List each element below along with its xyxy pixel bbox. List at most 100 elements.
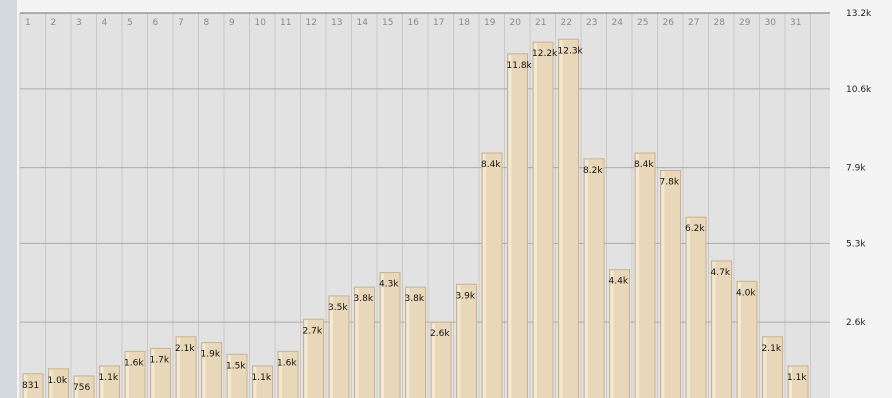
bar-day-26: [660, 170, 681, 398]
bar-highlight-day-15: [381, 273, 384, 398]
day-label-13: 13: [331, 18, 342, 28]
day-label-16: 16: [408, 18, 420, 28]
value-label-day-7: 2.1k: [175, 344, 195, 354]
day-label-14: 14: [357, 18, 369, 28]
bar-day-16: [405, 286, 426, 398]
value-label-day-17: 2.6k: [430, 329, 450, 339]
day-label-15: 15: [382, 18, 393, 28]
day-label-18: 18: [459, 18, 471, 28]
bar-highlight-day-31: [789, 366, 792, 398]
bar-day-21: [532, 41, 554, 398]
day-label-4: 4: [102, 18, 108, 28]
value-label-day-19: 8.4k: [481, 160, 501, 170]
day-label-2: 2: [51, 18, 57, 28]
bar-highlight-day-2: [49, 369, 53, 398]
bar-highlight-day-18: [457, 285, 461, 398]
bar-highlight-day-3: [75, 376, 78, 398]
bar-day-22: [558, 38, 579, 398]
value-label-day-12: 2.7k: [303, 326, 323, 336]
value-label-day-22: 12.3k: [558, 46, 584, 56]
day-label-25: 25: [637, 18, 648, 28]
bar-highlight-day-14: [355, 288, 359, 398]
value-label-day-1: 831: [22, 381, 39, 391]
bar-day-10: [252, 365, 273, 398]
bar-day-9: [226, 353, 248, 398]
day-label-26: 26: [663, 18, 675, 28]
day-label-17: 17: [433, 18, 444, 28]
bar-highlight-day-12: [304, 320, 308, 398]
bar-day-30: [762, 336, 783, 398]
bar-day-24: [609, 269, 630, 398]
day-label-5: 5: [127, 18, 133, 28]
value-label-day-5: 1.6k: [124, 358, 144, 368]
value-label-day-31: 1.1k: [787, 373, 807, 383]
value-label-day-2: 1.0k: [48, 376, 68, 386]
day-label-19: 19: [484, 18, 496, 28]
bar-day-27: [685, 216, 707, 398]
bar-day-23: [583, 158, 605, 398]
y-tick-label-7.9k: 7.9k: [846, 164, 866, 174]
value-label-day-4: 1.1k: [99, 373, 119, 383]
bar-day-13: [328, 295, 350, 398]
bar-highlight-day-11: [279, 352, 282, 398]
day-label-31: 31: [790, 18, 801, 28]
bar-day-2: [48, 368, 69, 398]
bar-day-29: [736, 280, 758, 398]
day-label-9: 9: [229, 18, 235, 28]
bar-highlight-day-10: [253, 366, 257, 398]
bar-day-18: [456, 283, 477, 398]
bar-highlight-day-13: [330, 296, 333, 398]
bar-highlight-day-5: [126, 352, 129, 398]
value-label-day-23: 8.2k: [583, 166, 603, 176]
bar-highlight-day-1: [24, 374, 27, 398]
value-label-day-9: 1.5k: [226, 361, 246, 371]
bar-highlight-day-7: [177, 337, 180, 398]
day-label-28: 28: [714, 18, 726, 28]
value-label-day-21: 12.2k: [532, 49, 558, 59]
day-label-12: 12: [306, 18, 317, 28]
value-label-day-14: 3.8k: [354, 294, 374, 304]
bar-highlight-day-9: [228, 355, 231, 398]
day-label-3: 3: [76, 18, 82, 28]
value-label-day-30: 2.1k: [762, 344, 782, 354]
day-label-7: 7: [178, 18, 184, 28]
value-label-day-6: 1.7k: [150, 355, 170, 365]
value-label-day-16: 3.8k: [405, 294, 425, 304]
value-label-day-20: 11.8k: [507, 61, 533, 71]
value-label-day-25: 8.4k: [634, 160, 654, 170]
y-tick-label-5.3k: 5.3k: [846, 239, 866, 249]
day-label-11: 11: [280, 18, 291, 28]
bar-highlight-day-4: [100, 366, 104, 398]
y-tick-label-10.6k: 10.6k: [846, 85, 872, 95]
bar-day-7: [175, 336, 197, 398]
day-label-23: 23: [586, 18, 597, 28]
bar-highlight-day-26: [661, 171, 665, 398]
bar-highlight-day-22: [559, 40, 563, 398]
bar-day-20: [507, 53, 528, 398]
value-label-day-3: 756: [73, 383, 90, 393]
bar-highlight-day-21: [534, 43, 537, 398]
day-label-30: 30: [765, 18, 777, 28]
bar-day-12: [303, 318, 324, 398]
bar-day-31: [787, 365, 809, 398]
bar-highlight-day-8: [202, 343, 206, 398]
bar-highlight-day-25: [636, 154, 639, 398]
y-tick-label-2.6k: 2.6k: [846, 318, 866, 328]
bar-highlight-day-23: [585, 159, 588, 398]
bar-highlight-day-28: [712, 261, 716, 398]
bar-day-17: [430, 321, 452, 398]
day-label-1: 1: [25, 18, 31, 28]
bar-day-14: [354, 286, 375, 398]
value-label-day-27: 6.2k: [685, 224, 705, 234]
value-label-day-18: 3.9k: [456, 291, 476, 301]
bar-day-4: [99, 365, 120, 398]
bar-day-6: [150, 347, 171, 398]
day-label-10: 10: [255, 18, 267, 28]
day-label-8: 8: [204, 18, 210, 28]
value-label-day-15: 4.3k: [379, 280, 399, 290]
value-label-day-11: 1.6k: [277, 358, 297, 368]
value-label-day-29: 4.0k: [736, 288, 756, 298]
bar-highlight-day-17: [432, 323, 435, 398]
bar-highlight-day-24: [610, 270, 614, 398]
bar-highlight-day-6: [151, 349, 155, 398]
